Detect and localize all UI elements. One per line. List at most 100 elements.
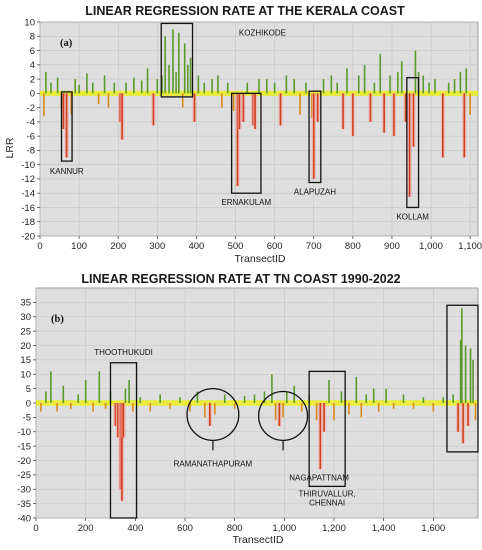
region-label: KANNUR bbox=[50, 167, 84, 176]
y-tick-label: -6 bbox=[27, 131, 35, 142]
lrr-bar bbox=[128, 380, 130, 403]
y-tick-label: -14 bbox=[21, 189, 35, 200]
lrr-bar bbox=[236, 93, 239, 187]
x-tick-label: 1,200 bbox=[322, 523, 346, 534]
lrr-bar bbox=[402, 394, 405, 403]
lrr-bar bbox=[178, 32, 180, 94]
y-tick-label: 0 bbox=[26, 398, 31, 409]
lrr-bar bbox=[50, 371, 52, 403]
lrr-bar bbox=[461, 308, 463, 403]
y-tick-label: -2 bbox=[27, 103, 35, 114]
lrr-bar bbox=[238, 93, 241, 129]
y-tick-label: 4 bbox=[30, 60, 35, 71]
y-tick-label: -8 bbox=[27, 146, 35, 157]
lrr-bar bbox=[213, 403, 216, 415]
lrr-bar bbox=[125, 82, 127, 94]
lrr-bar bbox=[442, 93, 444, 158]
kerala-chart: LINEAR REGRESSION RATE AT THE KERALA COA… bbox=[4, 4, 482, 265]
y-tick-label: 6 bbox=[30, 46, 35, 57]
lrr-bar bbox=[179, 397, 181, 403]
lrr-bar bbox=[316, 93, 319, 122]
lrr-bar bbox=[465, 68, 468, 94]
lrr-bar bbox=[124, 388, 127, 403]
y-tick-label: -16 bbox=[21, 203, 35, 214]
y-tick-label: -30 bbox=[17, 485, 31, 496]
region-label: KOLLAM bbox=[396, 212, 429, 221]
lrr-bar bbox=[360, 403, 363, 418]
y-tick-label: -5 bbox=[23, 413, 31, 424]
y-tick-label: 15 bbox=[20, 355, 31, 366]
lrr-bar bbox=[404, 93, 407, 122]
lrr-bar bbox=[278, 403, 281, 426]
region-box bbox=[308, 370, 346, 488]
lrr-bar bbox=[282, 403, 284, 418]
lrr-bar bbox=[113, 82, 116, 94]
y-tick-label: 0 bbox=[30, 89, 35, 100]
y-tick-label: -15 bbox=[17, 441, 31, 452]
lrr-bar bbox=[146, 68, 149, 94]
lrr-bar bbox=[169, 403, 171, 409]
lrr-bar bbox=[305, 82, 307, 94]
y-tick-label: -10 bbox=[21, 160, 35, 171]
lrr-bar bbox=[122, 403, 125, 438]
region-box bbox=[160, 22, 194, 98]
lrr-bar bbox=[197, 75, 200, 94]
lrr-bar bbox=[393, 93, 395, 137]
x-tick-label: 0 bbox=[37, 241, 42, 252]
lrr-bar bbox=[40, 403, 42, 412]
lrr-bar bbox=[114, 403, 117, 426]
lrr-bar bbox=[91, 82, 94, 94]
lrr-bar bbox=[474, 403, 477, 421]
lrr-bar bbox=[43, 93, 45, 117]
lrr-bar bbox=[221, 93, 223, 108]
x-tick-label: 100 bbox=[71, 241, 87, 252]
lrr-bar bbox=[70, 93, 73, 115]
lrr-bar bbox=[104, 403, 107, 409]
lrr-bar bbox=[161, 75, 163, 94]
y-ticks: 10 8 6 4 2 0 -2 -4 -6 -8 -10 -12 -14 -16 -18 -20 bbox=[21, 17, 40, 242]
lrr-bar bbox=[412, 403, 415, 409]
y-tick-label: -40 bbox=[17, 513, 31, 524]
panel-label: (a) bbox=[60, 38, 73, 49]
lrr-bar bbox=[263, 391, 266, 403]
lrr-bar bbox=[397, 71, 399, 94]
lrr-bar bbox=[103, 75, 106, 94]
y-tick-label: 8 bbox=[30, 32, 35, 43]
lrr-bar bbox=[121, 403, 123, 501]
lrr-bar bbox=[322, 79, 325, 94]
y-axis-label: LRR bbox=[4, 137, 16, 158]
lrr-bar bbox=[84, 380, 87, 403]
x-tick-label: 500 bbox=[228, 241, 244, 252]
lrr-bar bbox=[181, 93, 184, 108]
lrr-bar bbox=[132, 403, 134, 412]
region-box bbox=[109, 362, 138, 519]
lrr-bar bbox=[56, 77, 59, 94]
x-tick-label: 1,100 bbox=[458, 241, 482, 252]
region-box bbox=[446, 304, 479, 453]
lrr-bar bbox=[457, 403, 459, 432]
chart-title: LINEAR REGRESSION RATE AT TN COAST 1990-… bbox=[81, 272, 400, 286]
lrr-bar bbox=[400, 61, 403, 94]
x-axis-label: TransectID bbox=[233, 534, 284, 546]
lrr-bar bbox=[189, 403, 191, 412]
plot-area bbox=[39, 21, 479, 237]
lrr-bar bbox=[459, 71, 462, 94]
y-tick-label: -12 bbox=[21, 174, 35, 185]
y-tick-label: -20 bbox=[21, 231, 35, 242]
lrr-bar bbox=[172, 29, 174, 94]
lrr-bar bbox=[78, 84, 80, 94]
lrr-bar bbox=[459, 339, 462, 403]
lrr-bar bbox=[56, 403, 58, 412]
region-label: RAMANATHAPURAM bbox=[174, 459, 253, 468]
lrr-bar bbox=[62, 93, 65, 129]
lrr-bar bbox=[312, 93, 315, 179]
lrr-bar bbox=[86, 73, 88, 94]
lrr-bar bbox=[211, 79, 213, 94]
lrr-bar bbox=[357, 75, 360, 94]
lrr-bar bbox=[193, 93, 196, 122]
x-tick-label: 600 bbox=[177, 523, 193, 534]
lrr-bar bbox=[462, 403, 464, 444]
lrr-bar bbox=[330, 75, 333, 94]
lrr-bar bbox=[408, 93, 411, 197]
